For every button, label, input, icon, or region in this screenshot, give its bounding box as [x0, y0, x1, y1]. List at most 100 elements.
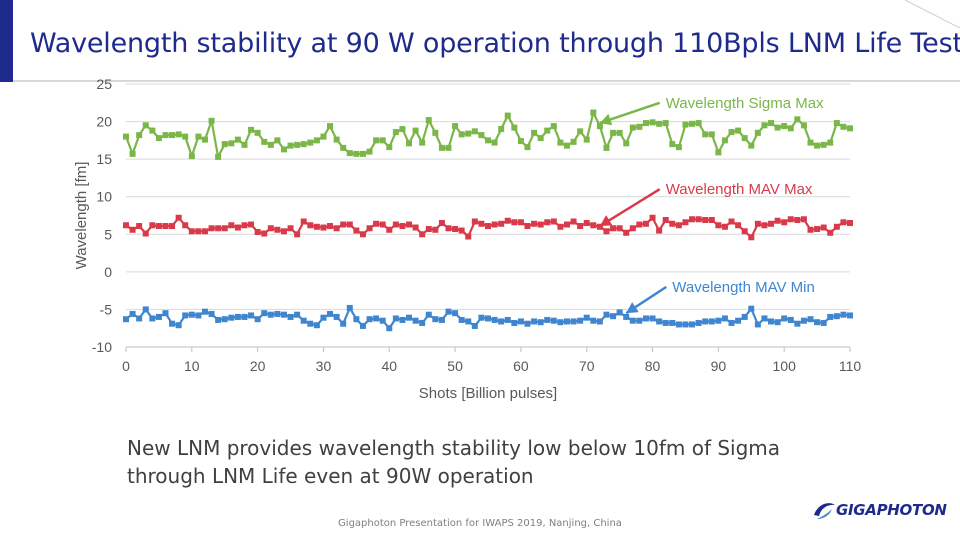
data-point [320, 133, 327, 140]
data-point [735, 317, 742, 324]
data-point [748, 234, 755, 241]
data-point [432, 316, 439, 323]
data-point [142, 306, 149, 313]
data-point [774, 217, 781, 224]
summary-line-2: through LNM Life even at 90W operation [127, 464, 534, 488]
data-point [195, 228, 202, 235]
data-point [675, 222, 682, 229]
data-point [590, 222, 597, 229]
data-point [333, 313, 340, 320]
data-point [524, 320, 531, 327]
data-point [708, 318, 715, 325]
data-point [511, 219, 518, 226]
data-point [761, 122, 768, 129]
data-point [807, 226, 814, 233]
data-point [735, 222, 742, 229]
data-point [406, 221, 413, 228]
data-point [432, 129, 439, 136]
data-point [610, 313, 617, 320]
data-point [682, 321, 689, 328]
data-point [504, 217, 511, 224]
data-point [721, 137, 728, 144]
data-point [721, 315, 728, 322]
data-point [373, 315, 380, 322]
data-point [774, 124, 781, 131]
data-point [129, 310, 136, 317]
data-point [320, 224, 327, 231]
data-point [162, 132, 169, 139]
data-point [425, 226, 432, 233]
data-point [359, 322, 366, 329]
data-point [366, 225, 373, 232]
chart-axes: -10 -5 0 5 10 15 20 25 0 10 20 30 40 50 60 70 80 90 100 110… [73, 76, 861, 402]
data-point [833, 223, 840, 230]
data-point [162, 223, 169, 230]
data-point [636, 317, 643, 324]
data-point [241, 141, 248, 148]
data-point [814, 226, 821, 233]
data-point [491, 221, 498, 228]
data-point [458, 131, 465, 138]
data-point [583, 220, 590, 227]
data-point [669, 141, 676, 148]
data-point [406, 314, 413, 321]
data-point [471, 128, 478, 135]
data-point [438, 144, 445, 151]
data-point [682, 121, 689, 128]
data-point [485, 315, 491, 322]
data-point [827, 139, 834, 146]
data-point [840, 311, 847, 318]
data-point [353, 316, 360, 323]
data-point [267, 141, 274, 148]
data-point [583, 136, 590, 143]
data-point [452, 226, 459, 233]
data-point [721, 223, 728, 230]
data-point [840, 219, 847, 226]
data-point [715, 222, 722, 229]
data-point [596, 123, 603, 130]
data-point [129, 150, 136, 157]
data-point [498, 220, 505, 227]
data-point [228, 222, 235, 229]
data-point [471, 322, 478, 329]
data-point [669, 220, 676, 227]
data-point [715, 317, 722, 324]
data-point [485, 223, 491, 230]
data-point [149, 315, 156, 322]
data-point [847, 312, 853, 319]
data-point [142, 230, 149, 237]
data-point [590, 317, 597, 324]
data-point [445, 144, 452, 151]
data-point [465, 233, 472, 240]
data-point [366, 316, 373, 323]
data-point [781, 123, 788, 130]
data-point [438, 316, 445, 323]
data-point [419, 231, 426, 238]
label-arrow-head [599, 113, 613, 126]
data-point [537, 221, 544, 228]
data-point [392, 315, 399, 322]
x-tick-label: 70 [579, 358, 595, 374]
data-point [741, 313, 748, 320]
data-point [333, 136, 340, 143]
data-point [386, 325, 393, 332]
data-point [728, 129, 735, 136]
data-point [695, 319, 702, 326]
data-point [629, 317, 636, 324]
data-point [524, 223, 531, 230]
data-point [228, 314, 235, 321]
series-label: Wavelength Sigma Max [666, 95, 824, 112]
x-tick-label: 100 [773, 358, 797, 374]
data-point [675, 321, 682, 328]
series-2 [123, 304, 853, 332]
data-point [241, 313, 248, 320]
data-point [353, 150, 360, 157]
data-point [695, 216, 702, 223]
data-point [794, 320, 801, 327]
data-point [149, 222, 156, 229]
data-point [182, 133, 189, 140]
data-point [333, 225, 340, 232]
data-point [531, 318, 538, 325]
data-point [741, 228, 748, 235]
label-arrow-head [599, 215, 613, 227]
